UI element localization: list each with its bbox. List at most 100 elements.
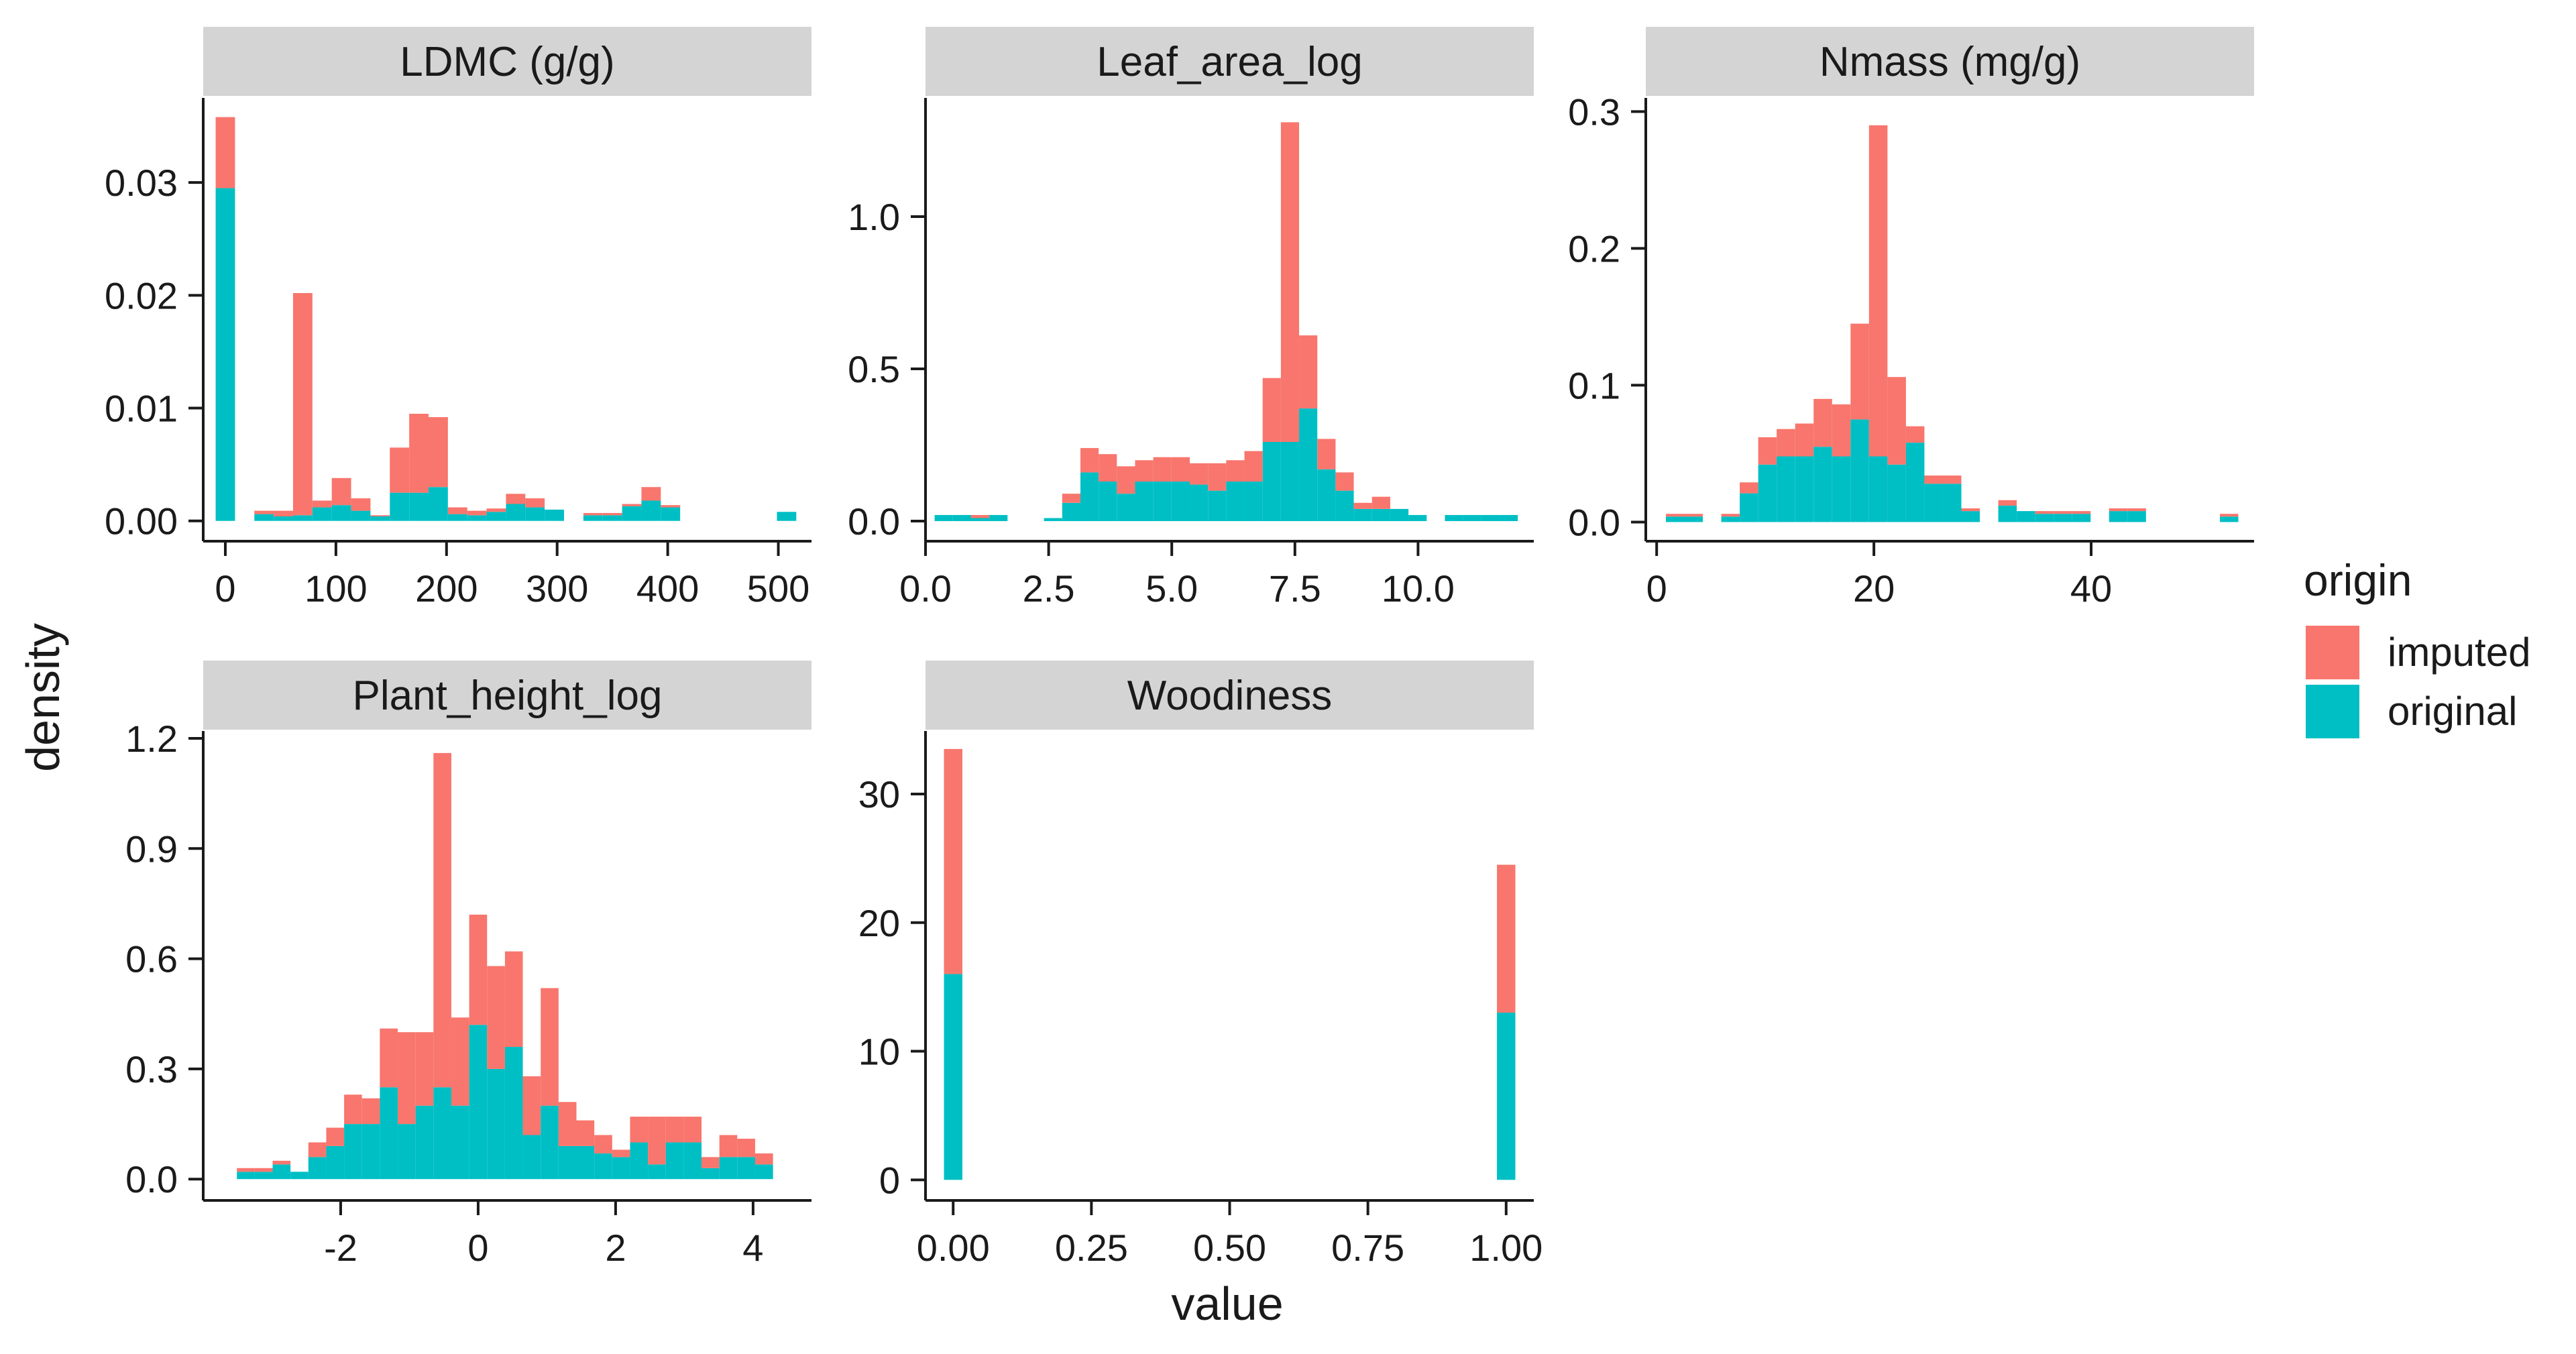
strip-plant-height-log xyxy=(203,661,811,730)
bar-original-plant-height-log-26 xyxy=(702,1168,720,1180)
bar-imputed-plant-height-log-11 xyxy=(433,752,451,1088)
bar-original-woodiness-1 xyxy=(1497,1013,1516,1180)
legend: origin imputed original xyxy=(2304,555,2530,738)
bar-original-plant-height-log-25 xyxy=(683,1142,702,1180)
bar-original-plant-height-log-2 xyxy=(272,1164,291,1180)
bar-original-nmass-mg-g-0 xyxy=(1665,516,1685,522)
y-tick-label-plant-height-log-1: 0.3 xyxy=(125,1048,178,1090)
bar-imputed-nmass-mg-g-15 xyxy=(1961,508,1980,512)
x-tick-label-plant-height-log-0: -2 xyxy=(324,1227,357,1269)
bar-original-ldmc-g-g-11 xyxy=(447,514,467,521)
strip-leaf-area-log xyxy=(926,27,1534,96)
x-tick-label-woodiness-4: 1.00 xyxy=(1469,1227,1543,1269)
strip-label-plant-height-log: Plant_height_log xyxy=(353,673,663,719)
bar-original-leaf-area-log-5 xyxy=(1062,502,1080,522)
strip-label-nmass-mg-g: Nmass (mg/g) xyxy=(1819,39,2080,85)
bar-imputed-plant-height-log-20 xyxy=(594,1135,612,1153)
bar-imputed-leaf-area-log-13 xyxy=(1208,463,1227,491)
bar-imputed-plant-height-log-22 xyxy=(630,1117,649,1143)
bar-original-plant-height-log-28 xyxy=(737,1157,755,1180)
bar-original-leaf-area-log-24 xyxy=(1408,514,1427,522)
bar-original-plant-height-log-9 xyxy=(398,1124,416,1180)
bar-imputed-nmass-mg-g-6 xyxy=(1795,423,1814,457)
bar-imputed-plant-height-log-8 xyxy=(380,1028,398,1088)
bar-imputed-nmass-mg-g-5 xyxy=(1777,429,1795,457)
legend-title: origin xyxy=(2304,555,2412,605)
bar-imputed-ldmc-g-g-7 xyxy=(370,515,390,516)
panel-ldmc-g-g: LDMC (g/g) 0.00 0.01 0.02 0.03 0 100 200 300 400 5… xyxy=(105,27,811,610)
bar-original-plant-height-log-19 xyxy=(576,1145,595,1180)
bar-original-nmass-mg-g-12 xyxy=(1905,443,1925,522)
bar-original-leaf-area-log-21 xyxy=(1353,508,1372,522)
bar-original-plant-height-log-24 xyxy=(665,1142,684,1180)
bar-imputed-leaf-area-log-10 xyxy=(1153,457,1172,482)
bar-imputed-plant-height-log-5 xyxy=(326,1127,345,1146)
bar-original-leaf-area-log-7 xyxy=(1099,482,1117,522)
bar-original-leaf-area-log-10 xyxy=(1153,482,1172,522)
bar-original-leaf-area-log-0 xyxy=(934,514,953,522)
bar-imputed-plant-height-log-2 xyxy=(272,1160,291,1165)
bar-original-leaf-area-log-2 xyxy=(970,518,990,522)
bar-original-nmass-mg-g-17 xyxy=(2017,511,2035,522)
legend-swatch-original xyxy=(2306,685,2359,738)
x-tick-label-ldmc-g-g-0: 0 xyxy=(215,567,235,610)
x-tick-label-ldmc-g-g-2: 200 xyxy=(415,567,478,610)
strip-label-woodiness: Woodiness xyxy=(1127,673,1333,719)
bar-original-leaf-area-log-20 xyxy=(1335,490,1354,522)
y-tick-label-ldmc-g-g-3: 0.03 xyxy=(105,162,178,204)
bar-imputed-ldmc-g-g-20 xyxy=(641,487,661,501)
bar-imputed-ldmc-g-g-1 xyxy=(254,510,274,514)
bar-imputed-woodiness-0 xyxy=(944,748,962,974)
y-tick-label-ldmc-g-g-0: 0.00 xyxy=(105,500,178,543)
bar-original-leaf-area-log-16 xyxy=(1262,442,1281,522)
bar-original-woodiness-0 xyxy=(944,974,962,1180)
panel-nmass-mg-g: Nmass (mg/g) 0.0 0.1 0.2 0.3 0 20 40 xyxy=(1568,27,2254,610)
bar-imputed-plant-height-log-29 xyxy=(754,1153,773,1165)
bar-imputed-plant-height-log-4 xyxy=(308,1142,327,1158)
x-tick-label-ldmc-g-g-1: 100 xyxy=(304,567,367,610)
bar-original-plant-height-log-5 xyxy=(326,1145,345,1180)
bar-imputed-nmass-mg-g-1 xyxy=(1684,514,1703,517)
bar-original-ldmc-g-g-18 xyxy=(602,515,622,521)
bar-imputed-plant-height-log-6 xyxy=(344,1094,362,1125)
bar-original-plant-height-log-15 xyxy=(504,1047,523,1180)
bar-original-leaf-area-log-6 xyxy=(1080,472,1099,522)
bar-imputed-nmass-mg-g-4 xyxy=(1758,437,1777,465)
bar-imputed-leaf-area-log-8 xyxy=(1117,466,1135,494)
bar-original-leaf-area-log-8 xyxy=(1117,494,1135,522)
bar-original-leaf-area-log-4 xyxy=(1044,518,1062,522)
bar-original-ldmc-g-g-16 xyxy=(545,509,565,521)
bar-original-plant-height-log-13 xyxy=(469,1025,488,1180)
x-tick-label-nmass-mg-g-0: 0 xyxy=(1646,567,1667,610)
y-tick-label-plant-height-log-3: 0.9 xyxy=(125,828,178,870)
bar-imputed-plant-height-log-26 xyxy=(702,1157,720,1168)
bar-imputed-plant-height-log-27 xyxy=(719,1135,738,1158)
x-tick-label-woodiness-2: 0.50 xyxy=(1193,1227,1266,1269)
y-tick-label-nmass-mg-g-2: 0.2 xyxy=(1568,227,1620,270)
bar-imputed-nmass-mg-g-10 xyxy=(1868,125,1888,457)
bar-original-ldmc-g-g-10 xyxy=(429,487,448,521)
legend-label-original: original xyxy=(2388,689,2517,734)
x-tick-label-leaf-area-log-0: 0.0 xyxy=(899,567,952,610)
y-tick-label-nmass-mg-g-3: 0.3 xyxy=(1568,91,1620,133)
bar-original-plant-height-log-21 xyxy=(612,1157,630,1180)
bar-imputed-nmass-mg-g-9 xyxy=(1850,323,1869,420)
bar-imputed-nmass-mg-g-3 xyxy=(1740,482,1758,494)
bar-imputed-plant-height-log-24 xyxy=(665,1117,684,1143)
bar-imputed-nmass-mg-g-11 xyxy=(1887,377,1906,465)
bar-original-nmass-mg-g-14 xyxy=(1942,484,1962,522)
bar-imputed-nmass-mg-g-20 xyxy=(2072,511,2091,514)
x-axis-title: value xyxy=(1171,1278,1283,1330)
legend-label-imputed: imputed xyxy=(2388,630,2530,675)
bar-imputed-ldmc-g-g-21 xyxy=(661,505,681,508)
bar-imputed-ldmc-g-g-13 xyxy=(486,508,506,512)
x-tick-label-plant-height-log-2: 2 xyxy=(605,1227,626,1269)
bar-imputed-leaf-area-log-19 xyxy=(1317,439,1336,469)
bar-original-leaf-area-log-9 xyxy=(1135,482,1154,522)
bar-original-leaf-area-log-25 xyxy=(1445,514,1463,522)
y-tick-label-ldmc-g-g-2: 0.02 xyxy=(105,274,178,317)
bar-original-ldmc-g-g-6 xyxy=(351,510,371,521)
bar-imputed-plant-height-log-0 xyxy=(237,1168,255,1172)
legend-swatch-imputed xyxy=(2306,626,2359,679)
